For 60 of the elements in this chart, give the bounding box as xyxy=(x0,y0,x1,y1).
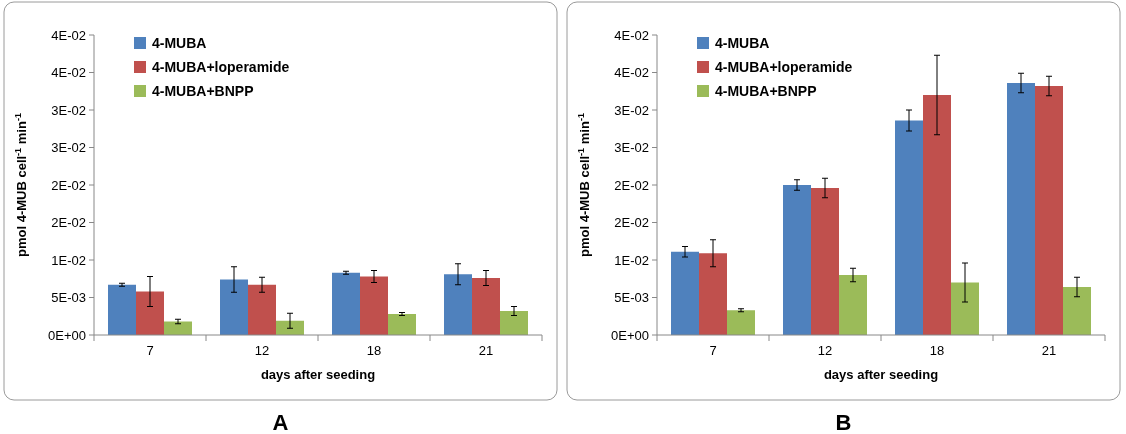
bar xyxy=(783,185,811,335)
bar xyxy=(1007,83,1035,335)
y-tick-label: 2E-02 xyxy=(51,177,86,193)
x-tick-label: 7 xyxy=(146,343,154,358)
x-tick-label: 21 xyxy=(1041,343,1057,358)
x-tick-label: 7 xyxy=(709,343,717,358)
y-tick-label: 0E+00 xyxy=(48,327,86,343)
bar xyxy=(108,284,136,335)
x-tick-label: 18 xyxy=(929,343,945,358)
text: A xyxy=(272,410,289,434)
y-tick-label: 5E-03 xyxy=(51,290,86,306)
bar xyxy=(1035,86,1063,335)
x-axis-title: days after seeding xyxy=(823,367,939,382)
y-tick-label: 4E-02 xyxy=(614,27,649,43)
x-tick-label: 12 xyxy=(254,343,270,358)
y-tick-label: 3E-02 xyxy=(51,140,86,156)
y-tick-label: 4E-02 xyxy=(614,65,649,81)
bar xyxy=(388,314,416,335)
legend-label: 4-MUBA+loperamide xyxy=(152,59,290,75)
bar xyxy=(248,284,276,335)
legend-label: 4-MUBA+loperamide xyxy=(715,59,853,75)
y-tick-label: 3E-02 xyxy=(614,102,649,118)
x-axis-title: days after seeding xyxy=(260,367,376,382)
bar xyxy=(811,188,839,335)
y-tick-label: 2E-02 xyxy=(51,215,86,231)
legend-label: 4-MUBA+BNPP xyxy=(152,83,254,99)
legend-label: 4-MUBA+BNPP xyxy=(715,83,817,99)
bar xyxy=(1063,287,1091,335)
bar xyxy=(699,253,727,335)
x-tick-label: 18 xyxy=(366,343,382,358)
y-tick-label: 1E-02 xyxy=(614,252,649,268)
bar xyxy=(727,310,755,335)
bar xyxy=(136,291,164,335)
y-tick-label: 2E-02 xyxy=(614,215,649,231)
y-tick-label: 4E-02 xyxy=(51,27,86,43)
bar xyxy=(472,278,500,335)
y-tick-label: 3E-02 xyxy=(614,140,649,156)
y-tick-label: 5E-03 xyxy=(614,290,649,306)
legend-label: 4-MUBA xyxy=(715,35,770,51)
bar xyxy=(444,274,472,335)
y-tick-label: 4E-02 xyxy=(51,65,86,81)
y-tick-label: 3E-02 xyxy=(51,102,86,118)
x-tick-label: 12 xyxy=(817,343,833,358)
bar xyxy=(671,251,699,335)
bar xyxy=(360,276,388,335)
y-tick-label: 2E-02 xyxy=(614,177,649,193)
x-tick-label: 21 xyxy=(478,343,494,358)
bar xyxy=(951,282,979,335)
bar xyxy=(220,279,248,335)
y-tick-label: 1E-02 xyxy=(51,252,86,268)
bar xyxy=(895,120,923,335)
legend-label: 4-MUBA xyxy=(152,35,207,51)
bar xyxy=(164,321,192,335)
bar xyxy=(839,275,867,335)
bar xyxy=(500,311,528,335)
text: B xyxy=(835,410,852,434)
bar xyxy=(276,320,304,335)
bar xyxy=(923,95,951,335)
bar xyxy=(332,272,360,335)
y-tick-label: 0E+00 xyxy=(611,327,649,343)
